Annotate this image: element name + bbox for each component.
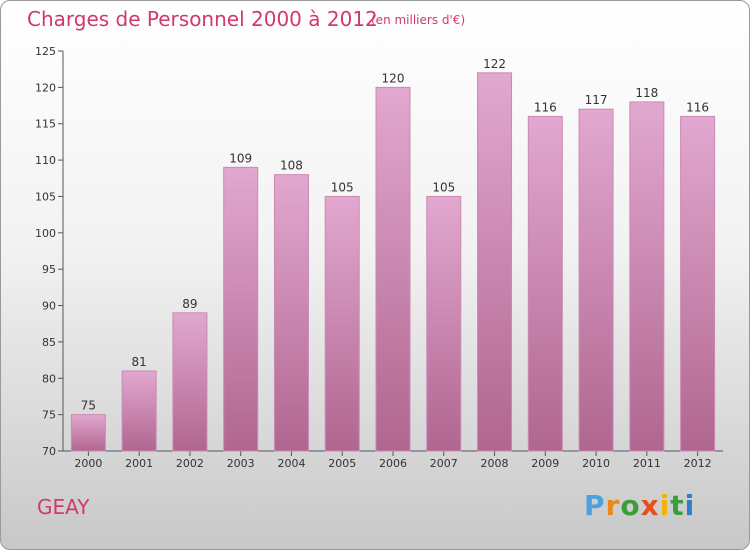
logo-letter: t bbox=[670, 489, 685, 522]
logo-letter: x bbox=[640, 489, 660, 522]
data-label: 118 bbox=[635, 86, 658, 100]
y-tick-label: 125 bbox=[35, 45, 56, 58]
bar-2001 bbox=[121, 370, 157, 452]
y-tick-label: 70 bbox=[42, 445, 56, 458]
data-label: 89 bbox=[182, 297, 197, 311]
chart-title: Charges de Personnel 2000 à 2012 bbox=[27, 7, 378, 31]
bar-2002 bbox=[172, 312, 208, 452]
x-tick-label: 2005 bbox=[328, 457, 356, 470]
x-tick-label: 2000 bbox=[74, 457, 102, 470]
logo-letter: i bbox=[659, 489, 671, 522]
x-tick-label: 2009 bbox=[531, 457, 559, 470]
x-tick-label: 2011 bbox=[633, 457, 661, 470]
y-tick-label: 100 bbox=[35, 227, 56, 240]
bar-2003 bbox=[223, 166, 259, 452]
bar-2012 bbox=[680, 115, 716, 452]
data-label: 105 bbox=[331, 180, 354, 194]
data-label: 105 bbox=[432, 180, 455, 194]
bar-2008 bbox=[477, 72, 513, 452]
data-label: 75 bbox=[81, 399, 96, 413]
x-tick-label: 2012 bbox=[684, 457, 712, 470]
data-label: 120 bbox=[382, 71, 405, 85]
x-tick-label: 2004 bbox=[277, 457, 305, 470]
y-tick-label: 95 bbox=[42, 263, 56, 276]
data-label: 81 bbox=[132, 355, 147, 369]
x-tick-label: 2008 bbox=[481, 457, 509, 470]
bar-2009 bbox=[527, 115, 563, 452]
y-tick-label: 90 bbox=[42, 300, 56, 313]
y-tick-label: 115 bbox=[35, 118, 56, 131]
chart-subtitle: (en milliers d'€) bbox=[371, 13, 466, 27]
data-label: 116 bbox=[686, 100, 709, 114]
logo-letter: r bbox=[605, 489, 621, 522]
data-label: 116 bbox=[534, 100, 557, 114]
y-tick-label: 110 bbox=[35, 154, 56, 167]
y-tick-label: 105 bbox=[35, 190, 56, 203]
logo-letter: i bbox=[684, 489, 696, 522]
x-tick-label: 2010 bbox=[582, 457, 610, 470]
x-tick-label: 2003 bbox=[227, 457, 255, 470]
y-tick-label: 120 bbox=[35, 81, 56, 94]
data-label: 109 bbox=[229, 151, 252, 165]
commune-name: GEAY bbox=[37, 495, 90, 519]
bar-2007 bbox=[426, 195, 462, 452]
logo-letter: o bbox=[620, 489, 641, 522]
bar-2011 bbox=[629, 101, 665, 452]
y-tick-label: 85 bbox=[42, 336, 56, 349]
proxiti-logo: Proxiti bbox=[584, 489, 695, 522]
y-tick-label: 80 bbox=[42, 372, 56, 385]
x-tick-label: 2001 bbox=[125, 457, 153, 470]
x-tick-label: 2006 bbox=[379, 457, 407, 470]
bar-2000 bbox=[70, 414, 106, 452]
data-label: 122 bbox=[483, 57, 506, 71]
data-label: 117 bbox=[585, 93, 608, 107]
x-tick-label: 2007 bbox=[430, 457, 458, 470]
bar-2010 bbox=[578, 108, 614, 452]
bar-2006 bbox=[375, 86, 411, 452]
x-tick-label: 2002 bbox=[176, 457, 204, 470]
bar-2004 bbox=[273, 174, 309, 452]
bar-2005 bbox=[324, 195, 360, 452]
logo-letter: P bbox=[584, 489, 606, 522]
data-label: 108 bbox=[280, 159, 303, 173]
y-tick-label: 75 bbox=[42, 409, 56, 422]
